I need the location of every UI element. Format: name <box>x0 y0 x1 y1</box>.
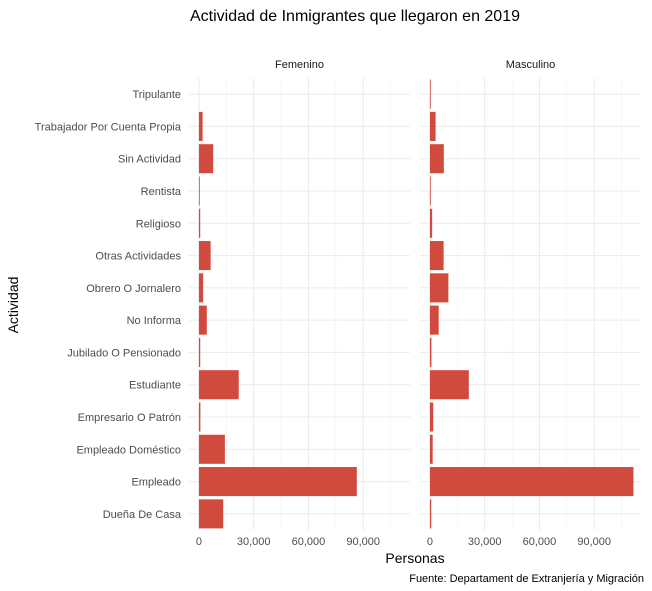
bar <box>429 370 469 400</box>
category-label: Empleado Doméstico <box>76 444 181 456</box>
panel-femenino: Femenino 0 30,000 60,000 90,000 <box>189 59 410 548</box>
panel-strip-label: Femenino <box>275 59 324 71</box>
x-tick-label: 60,000 <box>292 536 326 548</box>
category-label: Tripulante <box>132 89 181 101</box>
category-label: Trabajador Por Cuenta Propia <box>35 121 182 133</box>
bar <box>198 467 357 497</box>
bar <box>198 434 225 464</box>
bar <box>429 499 432 529</box>
bar <box>198 370 239 400</box>
x-tick-label: 90,000 <box>577 536 611 548</box>
bar <box>198 337 201 367</box>
bar <box>198 208 201 238</box>
y-axis-title: Actividad <box>5 277 21 334</box>
panel-masculino: Masculino 0 30,000 60,000 90,000 <box>420 59 641 548</box>
bar <box>429 241 444 271</box>
bar <box>198 144 214 174</box>
category-label: Rentista <box>141 186 182 198</box>
category-label: Dueña De Casa <box>103 509 182 521</box>
x-tick-label: 0 <box>427 536 433 548</box>
bar <box>198 176 200 206</box>
bar <box>429 434 433 464</box>
bar <box>429 111 436 141</box>
x-tick-label: 30,000 <box>468 536 502 548</box>
bar <box>429 467 634 497</box>
bar <box>429 305 439 335</box>
x-tick-label: 30,000 <box>237 536 271 548</box>
category-labels: Tripulante Trabajador Por Cuenta Propia Si… <box>35 89 182 521</box>
category-label: Religioso <box>136 218 181 230</box>
bar <box>429 144 444 174</box>
x-tick-label: 90,000 <box>346 536 380 548</box>
category-label: Estudiante <box>129 380 181 392</box>
category-label: Sin Actividad <box>118 154 181 166</box>
x-tick-label: 0 <box>196 536 202 548</box>
category-label: Otras Actividades <box>95 251 181 263</box>
bar <box>198 273 204 303</box>
bar <box>198 402 201 432</box>
category-label: Empleado <box>131 477 181 489</box>
category-label: Empresario O Patrón <box>78 412 181 424</box>
bar <box>198 499 224 529</box>
category-label: Obrero O Jornalero <box>86 283 181 295</box>
x-axis-title: Personas <box>385 550 444 566</box>
bar <box>198 305 207 335</box>
bar <box>198 111 203 141</box>
bar <box>429 273 449 303</box>
chart-title: Actividad de Inmigrantes que llegaron en… <box>190 8 520 25</box>
bar <box>429 337 432 367</box>
caption: Fuente: Departament de Extranjería y Mig… <box>409 573 644 585</box>
bar <box>429 208 433 238</box>
bar <box>429 176 431 206</box>
category-label: No Informa <box>127 315 182 327</box>
bar <box>429 402 434 432</box>
panels: Femenino 0 30,000 60,000 90,000 Masculino 0 30,… <box>189 59 641 548</box>
x-tick-label: 60,000 <box>523 536 557 548</box>
bar <box>429 79 431 109</box>
panel-strip-label: Masculino <box>506 59 556 71</box>
bar <box>198 241 211 271</box>
category-label: Jubilado O Pensionado <box>67 347 181 359</box>
